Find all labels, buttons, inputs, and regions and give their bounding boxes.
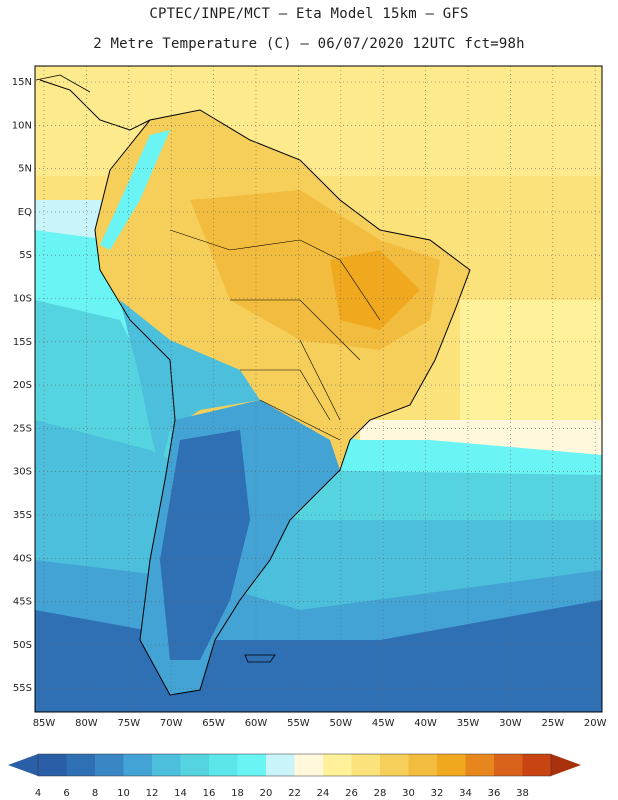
lon-label: 30W bbox=[499, 718, 522, 729]
legend-swatch bbox=[95, 754, 124, 776]
legend-swatch bbox=[38, 754, 67, 776]
legend-tick-label: 12 bbox=[146, 788, 159, 799]
northern-andes bbox=[100, 130, 170, 250]
legend-tick-label: 4 bbox=[35, 788, 41, 799]
legend-swatch bbox=[465, 754, 494, 776]
lon-label: 70W bbox=[160, 718, 183, 729]
falkland-islands bbox=[244, 654, 276, 663]
lon-label: 75W bbox=[117, 718, 140, 729]
lon-label: 55W bbox=[287, 718, 310, 729]
lon-label: 25W bbox=[541, 718, 564, 729]
legend-tick-label: 32 bbox=[431, 788, 444, 799]
legend-swatch bbox=[180, 754, 209, 776]
legend-tick-label: 36 bbox=[488, 788, 501, 799]
legend-border bbox=[37, 753, 552, 777]
lat-label: 25S bbox=[13, 423, 32, 434]
lat-label: 15N bbox=[12, 77, 32, 88]
legend-swatch bbox=[351, 754, 380, 776]
hot-spot-area bbox=[330, 250, 420, 330]
legend-tick-label: 34 bbox=[459, 788, 472, 799]
legend-swatch bbox=[266, 754, 295, 776]
lat-label: 45S bbox=[13, 597, 32, 608]
chart-title-line-1: CPTEC/INPE/MCT – Eta Model 15km – GFS bbox=[149, 6, 469, 22]
south-atlantic-warm-band bbox=[460, 300, 602, 420]
legend-tick-label: 24 bbox=[317, 788, 330, 799]
lon-label: 35W bbox=[457, 718, 480, 729]
lon-label: 45W bbox=[372, 718, 395, 729]
legend-tick-label: 30 bbox=[402, 788, 415, 799]
country-borders bbox=[169, 229, 381, 441]
lat-label: 10S bbox=[13, 294, 32, 305]
lat-label: 55S bbox=[13, 683, 32, 694]
lon-label: 65W bbox=[202, 718, 225, 729]
central-america-coast bbox=[39, 79, 151, 131]
legend-tick-label: 28 bbox=[374, 788, 387, 799]
legend-swatch bbox=[294, 754, 323, 776]
legend-tick-label: 26 bbox=[345, 788, 358, 799]
legend-tick-label: 20 bbox=[260, 788, 273, 799]
patagonia-cold bbox=[160, 430, 250, 660]
legend-swatch bbox=[408, 754, 437, 776]
gridlines bbox=[35, 66, 602, 712]
lat-label: 5S bbox=[19, 250, 32, 261]
lon-label: 50W bbox=[329, 718, 352, 729]
latitude-labels: 15N 10N 5N EQ 5S 10S 15S 20S 25S 30S 35S 40S 45S 50S 5… bbox=[12, 77, 32, 694]
lat-label: 5N bbox=[18, 164, 32, 175]
legend-swatch bbox=[522, 754, 551, 776]
chart-title-line-2: 2 Metre Temperature (C) – 06/07/2020 12U… bbox=[93, 36, 525, 52]
lat-label: 20S bbox=[13, 380, 32, 391]
legend-swatch bbox=[237, 754, 266, 776]
legend-swatch bbox=[380, 754, 409, 776]
lat-label: 15S bbox=[13, 337, 32, 348]
legend-swatch bbox=[66, 754, 95, 776]
coastline bbox=[94, 109, 471, 696]
legend-swatch bbox=[323, 754, 352, 776]
legend-swatch bbox=[152, 754, 181, 776]
central-andes-cool bbox=[120, 300, 260, 470]
legend-tick-label: 8 bbox=[92, 788, 98, 799]
legend-low-arrow bbox=[8, 754, 38, 776]
lon-label: 40W bbox=[414, 718, 437, 729]
map-frame bbox=[34, 65, 603, 713]
legend-swatch bbox=[209, 754, 238, 776]
legend-tick-label: 10 bbox=[117, 788, 130, 799]
lon-label: 20W bbox=[584, 718, 607, 729]
legend-high-arrow bbox=[551, 754, 581, 776]
lat-label: 10N bbox=[12, 120, 32, 131]
map-area bbox=[35, 66, 602, 712]
lon-label: 80W bbox=[75, 718, 98, 729]
lat-label: 40S bbox=[13, 553, 32, 564]
lat-label: 30S bbox=[13, 467, 32, 478]
color-legend: 4 6 8 10 12 14 16 18 20 22 24 26 28 30 32 34 36 38 bbox=[8, 753, 581, 799]
legend-tick-label: 6 bbox=[63, 788, 69, 799]
lon-label: 85W bbox=[33, 718, 56, 729]
lon-label: 60W bbox=[245, 718, 268, 729]
legend-tick-label: 16 bbox=[203, 788, 216, 799]
legend-swatch bbox=[494, 754, 523, 776]
legend-swatch bbox=[123, 754, 152, 776]
legend-tick-label: 22 bbox=[288, 788, 301, 799]
lat-label: EQ bbox=[18, 207, 32, 218]
legend-swatch bbox=[437, 754, 466, 776]
lat-label: 50S bbox=[13, 640, 32, 651]
legend-tick-label: 14 bbox=[174, 788, 187, 799]
legend-tick-label: 18 bbox=[231, 788, 244, 799]
lat-label: 35S bbox=[13, 510, 32, 521]
longitude-labels: 85W 80W 75W 70W 65W 60W 55W 50W 45W 40W 35W 30W 25W 2… bbox=[33, 718, 607, 729]
legend-tick-label: 38 bbox=[516, 788, 529, 799]
